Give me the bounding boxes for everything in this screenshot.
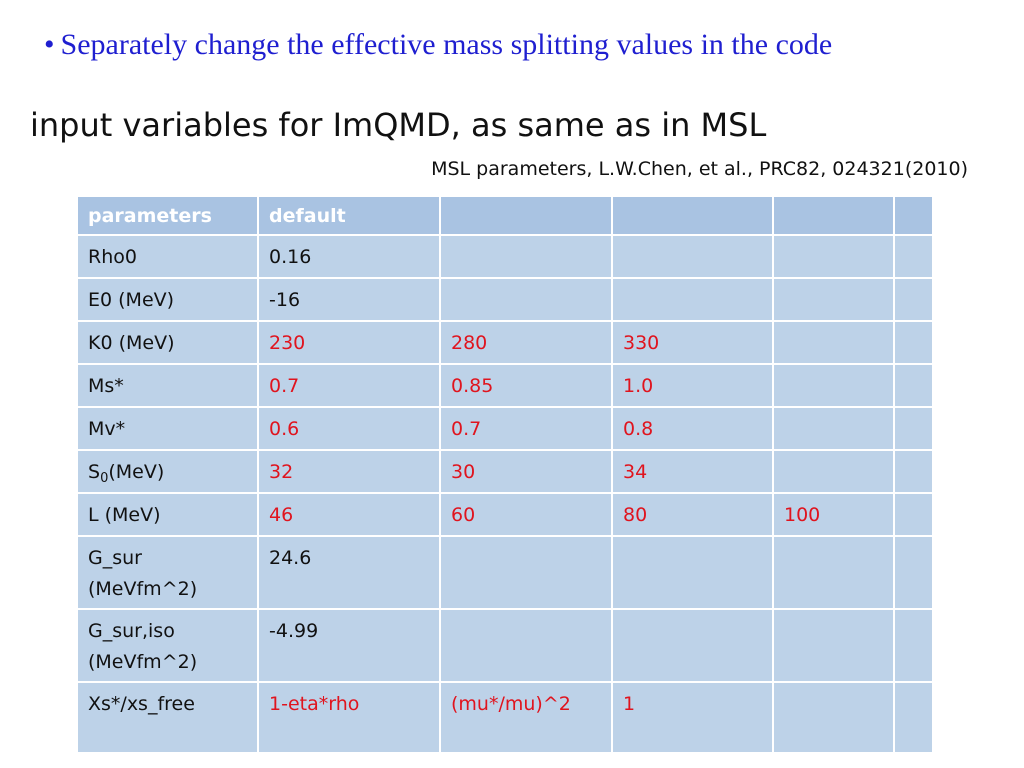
value-cell xyxy=(893,608,934,683)
page-title: input variables for ImQMD, as same as in… xyxy=(30,106,767,144)
param-cell: E0 (MeV) xyxy=(76,277,259,322)
value-cell xyxy=(439,234,613,279)
header-cell-parameters: parameters xyxy=(76,195,259,236)
value-cell: 330 xyxy=(611,320,774,365)
value-cell xyxy=(893,681,934,754)
value-cell: 100 xyxy=(772,492,895,537)
value-cell xyxy=(772,681,895,754)
value-cell: 1-eta*rho xyxy=(257,681,441,754)
param-line-1: G_sur xyxy=(88,547,142,569)
parameters-table: parameters default Rho0 0.16 E0 (MeV) -1… xyxy=(76,195,934,754)
value-cell xyxy=(893,234,934,279)
table-row: L (MeV) 46 60 80 100 xyxy=(76,492,934,537)
param-cell: G_sur (MeVfm^2) xyxy=(76,535,259,610)
value-cell: 0.6 xyxy=(257,406,441,451)
value-cell xyxy=(772,608,895,683)
value-cell xyxy=(439,535,613,610)
param-cell: S0(MeV) xyxy=(76,449,259,494)
value-cell: -16 xyxy=(257,277,441,322)
table-row: K0 (MeV) 230 280 330 xyxy=(76,320,934,365)
value-cell xyxy=(611,234,774,279)
table-row: S0(MeV) 32 30 34 xyxy=(76,449,934,494)
value-cell xyxy=(893,363,934,408)
value-cell: 30 xyxy=(439,449,613,494)
param-cell: Rho0 xyxy=(76,234,259,279)
value-cell xyxy=(893,277,934,322)
value-cell xyxy=(772,234,895,279)
value-cell: 24.6 xyxy=(257,535,441,610)
value-cell: 0.16 xyxy=(257,234,441,279)
table-row: Rho0 0.16 xyxy=(76,234,934,279)
value-cell xyxy=(439,277,613,322)
reference-citation: MSL parameters, L.W.Chen, et al., PRC82,… xyxy=(431,158,968,180)
param-cell: L (MeV) xyxy=(76,492,259,537)
header-cell xyxy=(772,195,895,236)
value-cell xyxy=(772,320,895,365)
value-cell xyxy=(893,535,934,610)
value-cell xyxy=(772,535,895,610)
value-cell: 60 xyxy=(439,492,613,537)
param-cell: G_sur,iso (MeVfm^2) xyxy=(76,608,259,683)
value-cell xyxy=(611,608,774,683)
param-subscript: 0 xyxy=(100,471,109,486)
value-cell xyxy=(772,449,895,494)
value-cell: 0.85 xyxy=(439,363,613,408)
table-row: Ms* 0.7 0.85 1.0 xyxy=(76,363,934,408)
table-row: G_sur (MeVfm^2) 24.6 xyxy=(76,535,934,610)
value-cell: 34 xyxy=(611,449,774,494)
param-cell: K0 (MeV) xyxy=(76,320,259,365)
value-cell xyxy=(893,492,934,537)
param-line-2: (MeVfm^2) xyxy=(88,578,198,600)
value-cell: 46 xyxy=(257,492,441,537)
param-cell: Ms* xyxy=(76,363,259,408)
header-cell-default: default xyxy=(257,195,441,236)
value-cell: 0.7 xyxy=(257,363,441,408)
header-cell xyxy=(893,195,934,236)
param-cell: Xs*/xs_free xyxy=(76,681,259,754)
table-row: G_sur,iso (MeVfm^2) -4.99 xyxy=(76,608,934,683)
value-cell xyxy=(611,277,774,322)
value-cell xyxy=(772,277,895,322)
header-cell xyxy=(611,195,774,236)
param-unit: (MeV) xyxy=(108,461,165,483)
table-row: Xs*/xs_free 1-eta*rho (mu*/mu)^2 1 xyxy=(76,681,934,754)
value-cell: 1.0 xyxy=(611,363,774,408)
value-cell: -4.99 xyxy=(257,608,441,683)
value-cell: 280 xyxy=(439,320,613,365)
value-cell xyxy=(893,320,934,365)
value-cell: 0.8 xyxy=(611,406,774,451)
param-main: S xyxy=(88,461,101,483)
bullet-dot-icon: • xyxy=(44,28,55,61)
value-cell: 1 xyxy=(611,681,774,754)
value-cell: 80 xyxy=(611,492,774,537)
value-cell: 230 xyxy=(257,320,441,365)
table-row: E0 (MeV) -16 xyxy=(76,277,934,322)
table-row: Mv* 0.6 0.7 0.8 xyxy=(76,406,934,451)
bullet-text: Separately change the effective mass spl… xyxy=(60,28,833,61)
table-header-row: parameters default xyxy=(76,195,934,236)
value-cell xyxy=(611,535,774,610)
param-line-2: (MeVfm^2) xyxy=(88,651,198,673)
value-cell xyxy=(439,608,613,683)
param-line-1: G_sur,iso xyxy=(88,620,175,642)
value-cell xyxy=(893,449,934,494)
value-cell xyxy=(893,406,934,451)
value-cell: 0.7 xyxy=(439,406,613,451)
bullet-line: • Separately change the effective mass sp… xyxy=(44,28,832,62)
header-cell xyxy=(439,195,613,236)
value-cell xyxy=(772,406,895,451)
value-cell: 32 xyxy=(257,449,441,494)
value-cell: (mu*/mu)^2 xyxy=(439,681,613,754)
value-cell xyxy=(772,363,895,408)
param-cell: Mv* xyxy=(76,406,259,451)
